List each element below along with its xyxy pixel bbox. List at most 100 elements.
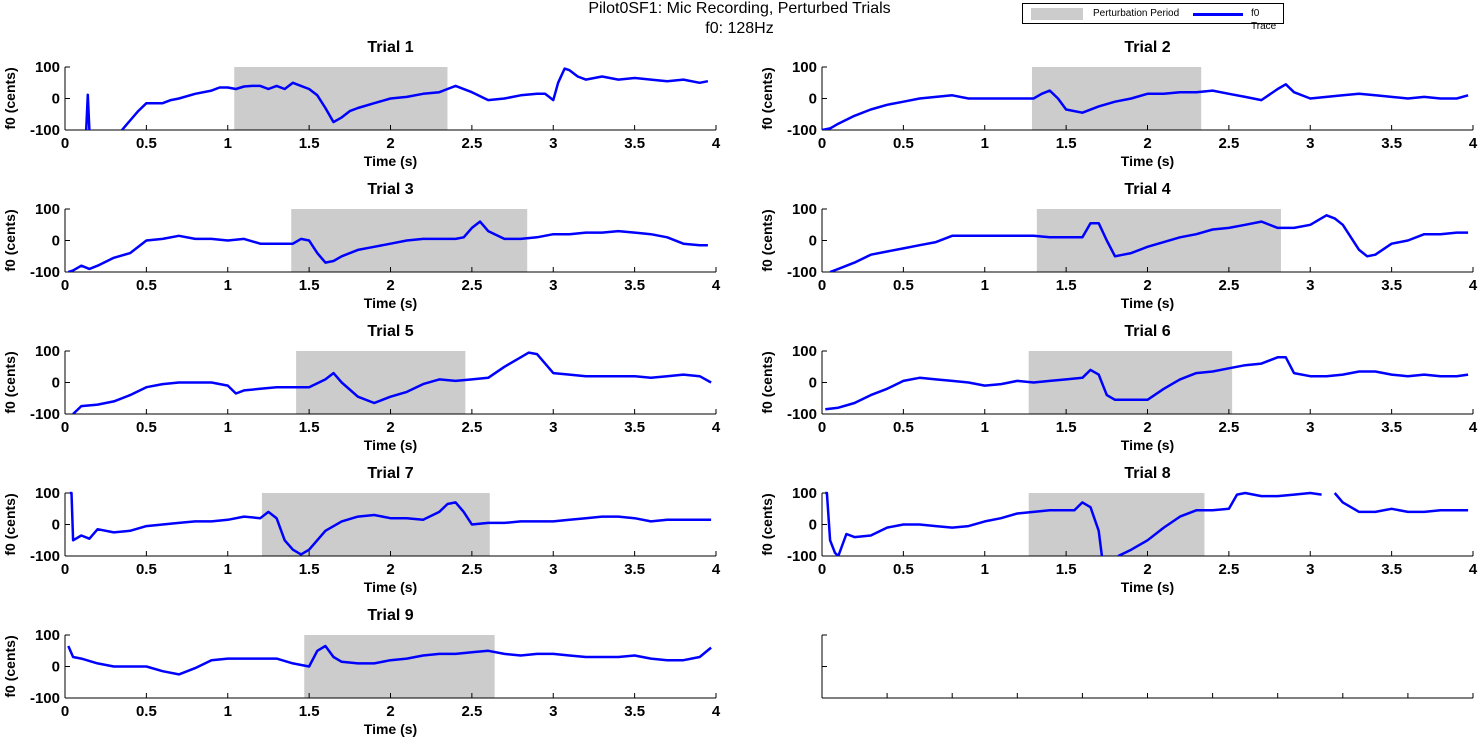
y-tick-label: 100 [792,485,817,502]
subplot-title: Trial 1 [367,39,413,56]
x-tick-label: 1.5 [299,703,320,720]
y-tick-label: 100 [35,201,60,218]
f0-trace-line [67,220,708,272]
x-tick-label: 1.5 [1056,135,1077,152]
y-tick-label: 0 [52,233,60,250]
x-tick-label: 3.5 [624,419,645,436]
x-tick-label: 3.5 [624,277,645,294]
x-tick-label: 3.5 [1381,277,1402,294]
x-tick-label: 1 [224,277,232,294]
x-tick-label: 4 [712,277,721,294]
legend-label-f0-trace: f0 Trace [1251,8,1277,32]
f0-trace-line [822,83,1469,130]
x-tick-label: 1 [981,277,989,294]
y-axis-label: f0 (cents) [2,493,18,555]
y-tick-label: 0 [809,517,817,534]
subplot-title: Trial 3 [367,181,413,198]
x-tick-label: 0 [61,419,69,436]
legend-swatch-f0-trace [1193,13,1243,16]
x-tick-label: 0.5 [893,135,914,152]
x-tick-label: 0.5 [893,561,914,578]
y-tick-label: 100 [35,343,60,360]
x-tick-label: 4 [1469,135,1478,152]
y-tick-label: -100 [787,264,817,281]
x-axis-label: Time (s) [1121,579,1174,595]
x-axis-label: Time (s) [364,721,417,737]
x-tick-label: 0 [818,561,826,578]
y-axis-label: f0 (cents) [759,209,775,271]
figure-subtitle: f0: 128Hz [705,20,774,37]
x-tick-label: 0.5 [136,135,157,152]
x-tick-label: 0.5 [136,703,157,720]
y-tick-label: 0 [52,659,60,676]
x-tick-label: 2 [386,561,394,578]
x-tick-label: 2 [386,419,394,436]
x-tick-label: 2.5 [461,277,482,294]
x-tick-label: 1.5 [1056,419,1077,436]
x-tick-label: 2.5 [1218,419,1239,436]
x-tick-label: 1 [981,419,989,436]
x-axis-label: Time (s) [364,579,417,595]
f0-trace-line [67,644,712,676]
y-tick-label: -100 [30,264,60,281]
y-tick-label: 0 [52,517,60,534]
x-tick-label: 2.5 [461,561,482,578]
subplot-title: Trial 7 [367,465,413,482]
x-tick-label: 2 [1143,277,1151,294]
legend-label-perturbation: Perturbation Period [1093,8,1180,19]
y-tick-label: -100 [787,548,817,565]
y-tick-label: -100 [30,406,60,423]
y-tick-label: 0 [52,375,60,392]
x-tick-label: 3 [549,135,557,152]
y-axis-label: f0 (cents) [759,351,775,413]
x-axis-label: Time (s) [1121,153,1174,169]
x-tick-label: 0 [61,703,69,720]
subplot-title: Trial 2 [1124,39,1170,56]
x-tick-label: 2.5 [1218,561,1239,578]
y-tick-label: 0 [809,233,817,250]
f0-trace-line [84,67,709,130]
x-tick-label: 2.5 [1218,135,1239,152]
y-tick-label: -100 [787,122,817,139]
y-tick-label: 100 [35,485,60,502]
y-tick-label: 100 [792,201,817,218]
f0-trace-line [825,356,1469,411]
x-axis-label: Time (s) [364,437,417,453]
x-tick-label: 4 [1469,561,1478,578]
perturbation-band [296,351,466,414]
x-tick-label: 3 [1306,277,1314,294]
x-tick-label: 2 [386,277,394,294]
x-tick-label: 2 [386,703,394,720]
x-tick-label: 0.5 [893,419,914,436]
y-tick-label: 100 [35,627,60,644]
subplot-title: Trial 9 [367,607,413,624]
y-tick-label: 100 [792,59,817,76]
perturbation-band [234,67,448,130]
subplot-title: Trial 6 [1124,323,1170,340]
x-tick-label: 1.5 [299,419,320,436]
x-tick-label: 3 [1306,135,1314,152]
x-tick-label: 0 [61,277,69,294]
y-tick-label: 100 [35,59,60,76]
y-tick-label: -100 [30,122,60,139]
x-axis-label: Time (s) [1121,437,1174,453]
x-tick-label: 3 [1306,419,1314,436]
y-tick-label: 0 [809,375,817,392]
x-tick-label: 1.5 [1056,561,1077,578]
legend-swatch-perturbation [1031,8,1083,20]
perturbation-band [1031,67,1202,130]
y-axis-label: f0 (cents) [2,635,18,697]
x-tick-label: 1 [981,561,989,578]
x-tick-label: 1 [224,135,232,152]
f0-trace-line [69,491,712,556]
x-tick-label: 1.5 [1056,277,1077,294]
y-tick-label: -100 [787,406,817,423]
x-tick-label: 2 [1143,419,1151,436]
y-axis-label: f0 (cents) [2,351,18,413]
